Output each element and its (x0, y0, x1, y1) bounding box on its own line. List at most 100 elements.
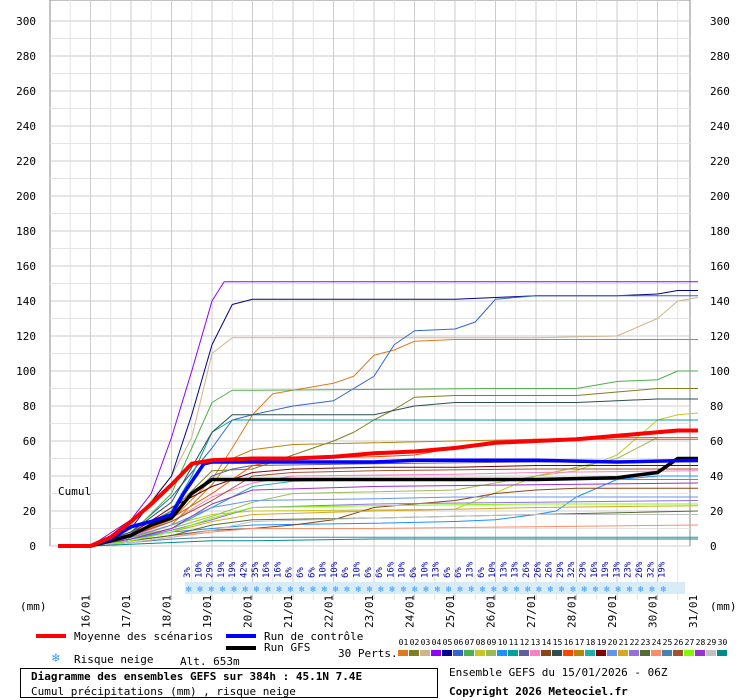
snowflake-icon: ❄ (344, 585, 350, 595)
legend-control-label: Run de contrôle (264, 630, 364, 643)
title-box: Diagramme des ensembles GEFS sur 384h : … (20, 668, 438, 698)
snowflake-icon: ❄ (649, 585, 655, 595)
legend-control-swatch (226, 634, 256, 638)
x-tick: 17/01 (120, 595, 133, 628)
y-axis-ticks: 0 0 20 20 40 40 60 60 80 80 100 100 120 120 140 140 160 1… (16, 15, 730, 553)
y-tick-left: 0 (29, 540, 36, 553)
x-tick: 21/01 (282, 595, 295, 628)
palette-swatch (640, 650, 650, 656)
snowflake-icon: ❄ (536, 585, 542, 595)
snow-risk-label: 10% (398, 561, 408, 578)
palette-swatch (563, 650, 573, 656)
y-tick-left: 280 (16, 50, 36, 63)
snowflake-icon: ❄ (582, 585, 588, 595)
y-tick-right: 80 (710, 400, 723, 413)
palette-number: 10 (497, 638, 508, 647)
snow-risk-label: 23% (624, 561, 634, 578)
perturbation-line-1 (58, 339, 698, 547)
y-tick-left: 120 (16, 330, 36, 343)
y-tick-right: 40 (710, 470, 723, 483)
snowflake-icon: ❄ (559, 585, 565, 595)
snowflake-icon: ❄ (254, 585, 260, 595)
snow-risk-label: 6% (364, 567, 374, 578)
snowflake-icon: ❄ (299, 585, 305, 595)
x-tick: 24/01 (404, 595, 417, 628)
snowflake-icon: ❄ (288, 585, 294, 595)
palette-swatch (464, 650, 474, 656)
snow-risk-label: 6% (477, 567, 487, 578)
y-tick-right: 60 (710, 435, 723, 448)
snowflake-icon: ❄ (220, 585, 226, 595)
y-tick-right: 100 (710, 365, 730, 378)
y-tick-right: 240 (710, 120, 730, 133)
palette-number: 30 (717, 638, 728, 647)
palette-swatch (398, 650, 408, 656)
snowflake-icon: ❄ (514, 585, 520, 595)
palette-swatch (651, 650, 661, 656)
palette-number: 15 (552, 638, 563, 647)
snowflake-icon: ❄ (615, 585, 621, 595)
legend-snow-label: Risque neige (74, 653, 154, 666)
y-tick-left: 160 (16, 260, 36, 273)
palette-number: 01 (398, 638, 409, 647)
snow-risk-label: 6% (375, 567, 385, 578)
y-tick-left: 20 (23, 505, 36, 518)
legend-mean-label: Moyenne des scénarios (74, 630, 214, 643)
palette-number: 17 (574, 638, 585, 647)
snow-risk-label: 6% (296, 567, 306, 578)
snow-risk-label: 13% (511, 561, 521, 578)
x-tick: 26/01 (485, 595, 498, 628)
palette-number: 12 (519, 638, 530, 647)
palette-swatch (486, 650, 496, 656)
x-tick: 23/01 (363, 595, 376, 628)
snowflake-icon: ❄ (52, 651, 60, 666)
palette-swatch (662, 650, 672, 656)
snowflake-icon: ❄ (209, 585, 215, 595)
y-tick-left: 60 (23, 435, 36, 448)
palette-swatch (585, 650, 595, 656)
snow-risk-label: 42% (240, 561, 250, 578)
palette-number: 09 (486, 638, 497, 647)
snow-risk-label: 3% (183, 567, 193, 578)
snowflake-icon: ❄ (446, 585, 452, 595)
snow-risk-label: 16% (262, 561, 272, 578)
snow-risk-label: 6% (307, 567, 317, 578)
y-tick-right: 0 (710, 540, 717, 553)
palette-number: 24 (651, 638, 662, 647)
legend-perts-label: 30 Perts. (338, 647, 398, 660)
y-tick-left: 300 (16, 15, 36, 28)
snowflake-icon: ❄ (412, 585, 418, 595)
snow-risk-label: 6% (409, 567, 419, 578)
perturbation-line-10 (58, 475, 698, 547)
snow-risk-label: 32% (567, 561, 577, 578)
palette-swatch (519, 650, 529, 656)
snow-risk-label: 10% (353, 561, 363, 578)
y-tick-left: 100 (16, 365, 36, 378)
y-tick-right: 200 (710, 190, 730, 203)
y-tick-right: 180 (710, 225, 730, 238)
snow-risk-label: 16% (273, 561, 283, 578)
snow-risk-label: 13% (612, 561, 622, 578)
snow-risk-label: 16% (386, 561, 396, 578)
palette-number: 22 (629, 638, 640, 647)
snowflake-icon: ❄ (491, 585, 497, 595)
palette-number: 16 (563, 638, 574, 647)
palette-swatch (717, 650, 727, 656)
palette-number: 07 (464, 638, 475, 647)
y-tick-left: 240 (16, 120, 36, 133)
palette-swatch (431, 650, 441, 656)
y-unit-left: (mm) (20, 600, 47, 613)
palette-swatch (607, 650, 617, 656)
cumul-label: Cumul (58, 485, 91, 498)
perturbation-line-4 (58, 281, 698, 547)
y-tick-right: 280 (710, 50, 730, 63)
snow-risk-label: 10% (194, 561, 204, 578)
palette-number: 04 (431, 638, 442, 647)
snow-risk-label: 26% (522, 561, 532, 578)
palette-number: 29 (706, 638, 717, 647)
legend-gfs-swatch (226, 646, 256, 650)
y-tick-left: 140 (16, 295, 36, 308)
snow-band-bg (185, 582, 685, 594)
snow-risk-label: 13% (466, 561, 476, 578)
snow-risk-label: 26% (533, 561, 543, 578)
